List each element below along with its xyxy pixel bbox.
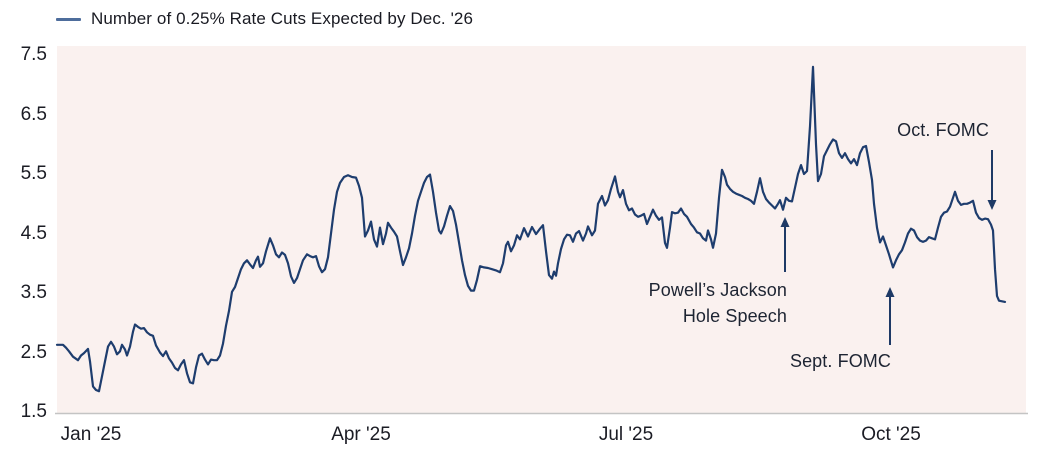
annotation-arrowhead-sept-fomc bbox=[885, 287, 895, 297]
x-tick-label: Oct '25 bbox=[861, 424, 921, 445]
x-tick-label: Apr '25 bbox=[331, 424, 391, 445]
annotation-arrowhead-powell-jackson-hole bbox=[780, 217, 790, 227]
legend-label: Number of 0.25% Rate Cuts Expected by De… bbox=[91, 9, 474, 28]
annotation-powell-jackson-hole-label: Powell’s Jackson Hole Speech bbox=[648, 280, 787, 326]
x-tick-label: Jul '25 bbox=[598, 424, 654, 445]
legend: Number of 0.25% Rate Cuts Expected by De… bbox=[56, 9, 473, 29]
data-line bbox=[55, 65, 1007, 393]
plot-background bbox=[57, 46, 1026, 413]
y-tick-label: 2.5 bbox=[20, 341, 47, 363]
annotation-sept-fomc-label: Sept. FOMC bbox=[789, 351, 891, 371]
annotation-arrowhead-oct-fomc bbox=[987, 200, 997, 210]
y-tick-label: 4.5 bbox=[20, 222, 47, 244]
y-tick-label: 5.5 bbox=[20, 163, 47, 184]
x-tick-label: Jan '25 bbox=[60, 424, 122, 445]
y-tick-label: 6.5 bbox=[20, 103, 47, 125]
legend-line-swatch bbox=[56, 17, 81, 21]
y-tick-label: 1.5 bbox=[20, 401, 47, 422]
y-tick-label: 7.5 bbox=[20, 44, 47, 65]
y-tick-label: 3.5 bbox=[20, 282, 47, 303]
annotation-oct-fomc-label: Oct. FOMC bbox=[897, 120, 989, 140]
